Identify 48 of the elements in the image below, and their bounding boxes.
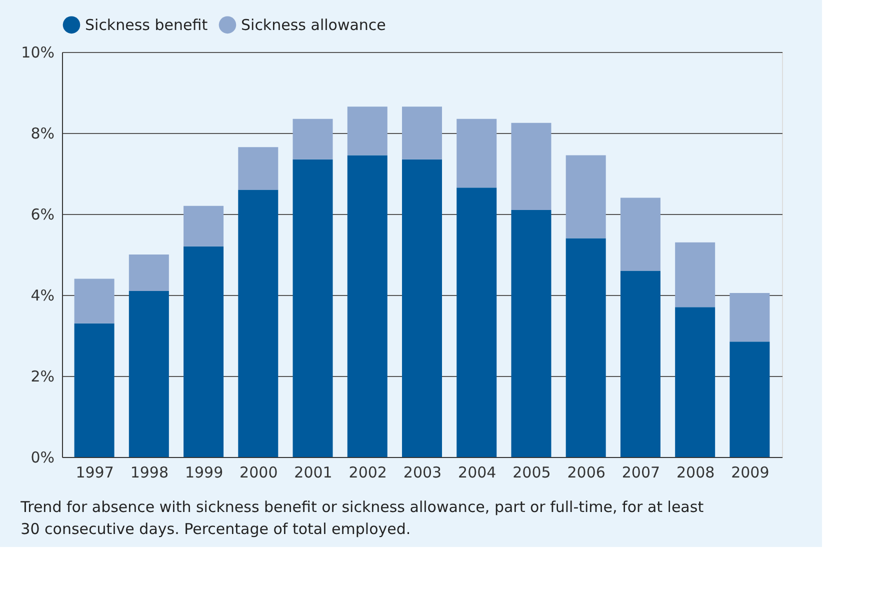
bar (184, 206, 224, 246)
y-tick-label: 0% (30, 448, 54, 466)
bar (456, 188, 497, 457)
legend-label: Sickness benefit (85, 16, 208, 34)
bar (74, 323, 114, 457)
x-tick-label: 2002 (348, 464, 387, 482)
x-tick-label: 1999 (184, 464, 224, 482)
x-tick-label: 2007 (622, 464, 660, 482)
y-tick-label: 6% (30, 206, 54, 224)
x-tick-label: 2009 (731, 464, 770, 482)
y-tick-label: 2% (30, 368, 54, 386)
bar (128, 254, 169, 291)
x-tick-label: 1997 (76, 464, 114, 482)
bar (238, 147, 278, 190)
x-tick-label: 2004 (458, 464, 496, 482)
bar (675, 307, 716, 457)
y-tick-label: 4% (30, 286, 54, 304)
bar (456, 118, 497, 188)
legend-label: Sickness allowance (241, 16, 386, 34)
y-tick-label: 10% (21, 44, 54, 62)
bar (74, 278, 114, 324)
x-tick-label: 2006 (567, 464, 606, 482)
x-tick-label: 2003 (403, 464, 442, 482)
bar (511, 122, 552, 210)
bar (675, 242, 716, 308)
bar (347, 106, 388, 156)
bar (238, 190, 278, 457)
text: Trend for absence with sickness benefit or sickness allowance, part or full-time, for at least 30 consecutive days. Percentage of total employed. (20, 498, 704, 538)
x-tick-label: 2008 (676, 464, 715, 482)
bar (402, 106, 442, 160)
x-tick-label: 2001 (294, 464, 332, 482)
bar (620, 198, 660, 271)
bar (292, 118, 333, 160)
bar (292, 159, 333, 457)
bar (566, 238, 606, 457)
y-tick-label: 8% (30, 124, 54, 142)
x-tick-label: 1998 (130, 464, 169, 482)
bar (620, 270, 660, 457)
x-tick-label: 2005 (512, 464, 551, 482)
bar (730, 292, 770, 342)
bar (402, 159, 442, 457)
bar (730, 342, 770, 457)
bar (184, 246, 224, 457)
bar (566, 155, 606, 238)
bar (511, 210, 552, 457)
x-tick-label: 2000 (240, 464, 278, 482)
bar (347, 155, 388, 457)
bar (128, 290, 169, 457)
